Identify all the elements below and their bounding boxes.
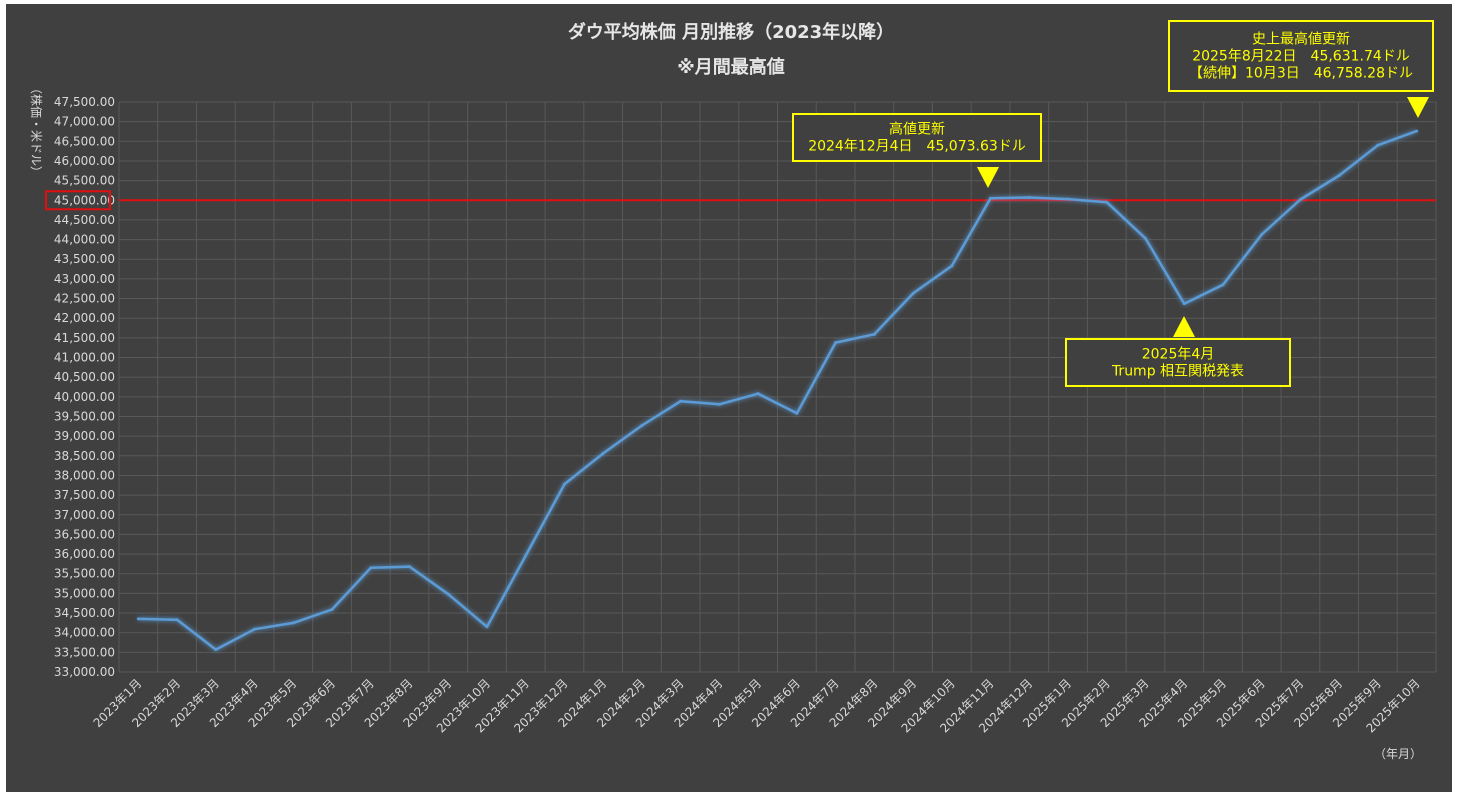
- data-point: [717, 402, 721, 406]
- series-dow-line: [136, 129, 1419, 652]
- y-tick-label: 40,000.00: [54, 390, 115, 404]
- y-tick-label: 42,000.00: [54, 311, 115, 325]
- y-tick-label: 37,500.00: [54, 488, 115, 502]
- data-point: [911, 291, 915, 295]
- y-tick-label: 45,000.00: [54, 193, 115, 207]
- data-point: [1260, 232, 1264, 236]
- y-tick-label: 34,500.00: [54, 606, 115, 620]
- y-tick-label: 34,000.00: [54, 626, 115, 640]
- reference-line-group: [45, 190, 1436, 211]
- y-tick-label: 39,500.00: [54, 409, 115, 423]
- y-tick-label: 39,000.00: [54, 429, 115, 443]
- y-tick-label: 43,500.00: [54, 252, 115, 266]
- annotation-box: [1168, 20, 1434, 92]
- data-point: [446, 592, 450, 596]
- data-point: [756, 392, 760, 396]
- data-point: [1337, 174, 1341, 178]
- y-tick-label: 45,500.00: [54, 174, 115, 188]
- data-point: [408, 565, 412, 569]
- y-tick-label: 43,000.00: [54, 272, 115, 286]
- y-tick-label: 46,000.00: [54, 154, 115, 168]
- data-point: [989, 196, 993, 200]
- data-point: [1298, 197, 1302, 201]
- x-axis-label: （年月）: [1374, 747, 1422, 761]
- data-point: [1376, 143, 1380, 147]
- y-tick-label: 44,000.00: [54, 233, 115, 247]
- data-point: [872, 332, 876, 336]
- y-tick-label: 37,000.00: [54, 508, 115, 522]
- data-point: [1221, 283, 1225, 287]
- y-tick-label: 38,000.00: [54, 468, 115, 482]
- data-point: [834, 341, 838, 345]
- data-point: [601, 451, 605, 455]
- annotation-text: 2025年4月: [1142, 347, 1215, 363]
- y-tick-label: 44,500.00: [54, 213, 115, 227]
- triangle-down-icon: [977, 167, 999, 188]
- y-tick-label: 40,500.00: [54, 370, 115, 384]
- line-chart: ダウ平均株価 月別推移（2023年以降） ※月間最高値 33,000.0033,…: [29, 20, 1437, 761]
- chart-title: ダウ平均株価 月別推移（2023年以降）: [568, 21, 894, 43]
- data-point: [369, 566, 373, 570]
- annotation-text: 高値更新: [889, 121, 945, 138]
- y-tick-label: 36,500.00: [54, 527, 115, 541]
- data-point: [1415, 129, 1419, 133]
- data-point: [253, 627, 257, 631]
- data-point: [640, 424, 644, 428]
- data-point: [1143, 236, 1147, 240]
- triangle-up-icon: [1173, 316, 1195, 337]
- reference-value-box: [45, 190, 111, 211]
- annotation-box: [792, 113, 1042, 162]
- chart-subtitle: ※月間最高値: [677, 56, 785, 78]
- x-axis-ticks: 2023年1月2023年2月2023年3月2023年4月2023年5月2023年…: [91, 676, 1423, 735]
- y-tick-label: 47,500.00: [54, 95, 115, 109]
- data-point: [291, 621, 295, 625]
- data-point: [175, 618, 179, 622]
- data-point: [136, 617, 140, 621]
- y-tick-label: 41,000.00: [54, 351, 115, 365]
- annotation-text: Trump 相互関税発表: [1111, 364, 1244, 380]
- annotation-box: [1065, 338, 1291, 387]
- data-point: [524, 554, 528, 558]
- y-tick-label: 35,500.00: [54, 567, 115, 581]
- y-axis-label: （株価・米ドル）: [29, 82, 44, 178]
- annotation-text: 史上最高値更新: [1252, 31, 1350, 48]
- annotation-text: 2025年8月22日 45,631.74ドル: [1192, 49, 1410, 65]
- data-point: [562, 482, 566, 486]
- y-tick-label: 36,000.00: [54, 547, 115, 561]
- y-tick-label: 47,000.00: [54, 115, 115, 129]
- y-axis-ticks: 33,000.00 33,500.00 34,000.00 34,500.00 35,0…: [54, 95, 115, 679]
- annotation-text: 【続伸】10月3日 46,758.28ドル: [1189, 65, 1413, 82]
- data-point: [485, 625, 489, 629]
- data-point: [1027, 196, 1031, 200]
- data-point: [214, 648, 218, 652]
- data-point: [950, 264, 954, 268]
- y-tick-label: 35,000.00: [54, 586, 115, 600]
- data-point: [679, 399, 683, 403]
- chart-area: ダウ平均株価 月別推移（2023年以降） ※月間最高値 33,000.00 33,…: [6, 4, 1452, 792]
- y-tick-label: 33,000.00: [54, 665, 115, 679]
- y-tick-label: 41,500.00: [54, 331, 115, 345]
- triangle-down-icon: [1407, 97, 1429, 118]
- data-point: [1105, 200, 1109, 204]
- y-tick-label: 33,500.00: [54, 645, 115, 659]
- data-point: [1182, 302, 1186, 306]
- series-line: [138, 129, 1418, 651]
- data-point: [795, 411, 799, 415]
- y-tick-label: 46,500.00: [54, 134, 115, 148]
- data-point: [1066, 197, 1070, 201]
- annotation-text: 2024年12月4日 45,073.63ドル: [808, 139, 1026, 155]
- y-tick-label: 42,500.00: [54, 292, 115, 306]
- y-tick-label: 38,500.00: [54, 449, 115, 463]
- data-point: [330, 607, 334, 611]
